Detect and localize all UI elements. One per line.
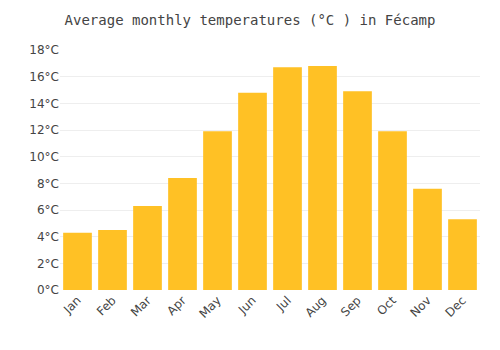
svg-text:May: May [196,293,223,320]
svg-text:Nov: Nov [407,293,433,319]
svg-text:Jun: Jun [235,293,259,317]
svg-text:8°C: 8°C [37,177,59,191]
svg-text:Oct: Oct [374,293,399,318]
svg-text:0°C: 0°C [37,283,59,297]
svg-text:Feb: Feb [94,293,119,318]
svg-text:16°C: 16°C [29,70,59,84]
svg-text:Jan: Jan [60,293,84,317]
svg-text:Apr: Apr [164,293,189,318]
svg-text:14°C: 14°C [29,97,59,111]
svg-text:4°C: 4°C [37,230,59,244]
svg-text:Jul: Jul [273,293,294,314]
svg-text:12°C: 12°C [29,123,59,137]
svg-text:Average monthly temperatures (: Average monthly temperatures (°C ) in Fé… [65,12,436,28]
svg-text:6°C: 6°C [37,203,59,217]
svg-text:18°C: 18°C [29,43,59,57]
svg-text:10°C: 10°C [29,150,59,164]
svg-text:2°C: 2°C [37,257,59,271]
svg-text:Mar: Mar [128,293,154,319]
svg-text:Dec: Dec [443,293,469,319]
svg-text:Sep: Sep [338,293,364,319]
svg-text:Aug: Aug [302,293,328,319]
